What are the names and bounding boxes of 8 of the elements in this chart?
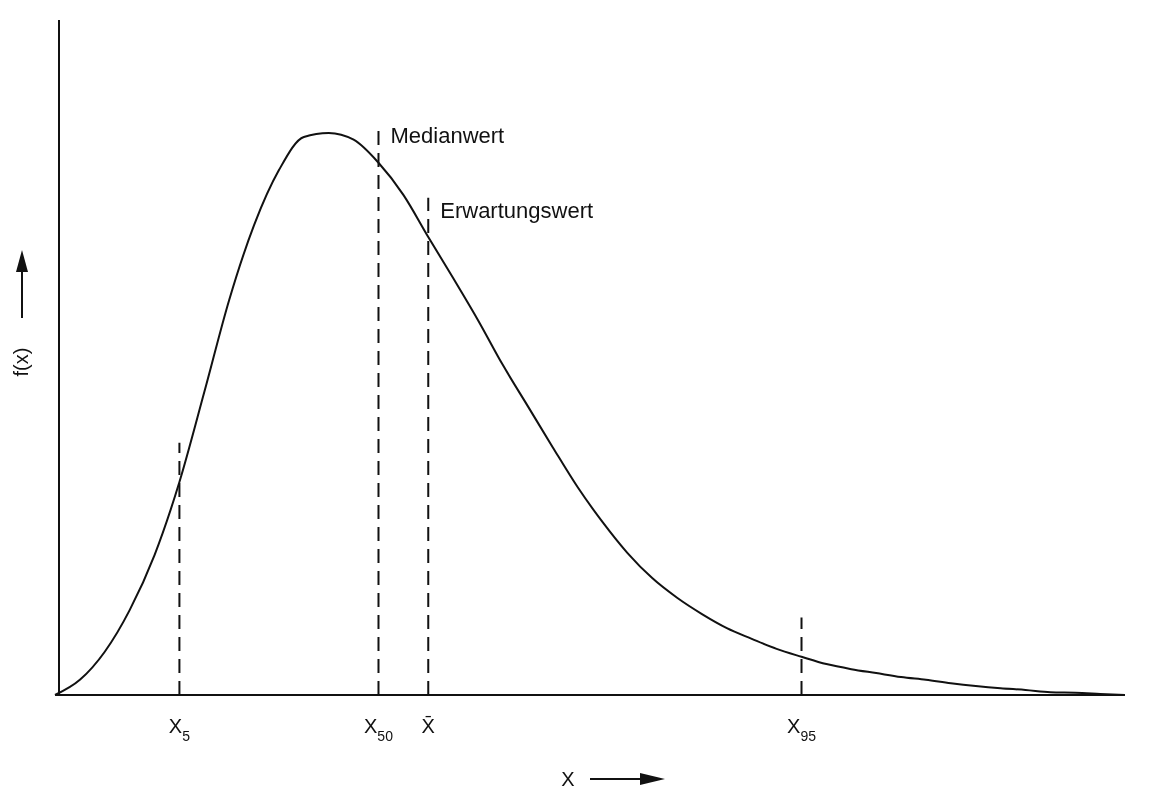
x-tick-label: X$_{5}$ (168, 715, 191, 744)
x-tick-label: X̄ (421, 714, 435, 737)
ref-line-label: Erwartungswert (440, 197, 594, 223)
ref-line-label: Medianwert (390, 123, 505, 149)
x-tick-label: X$_{95}$ (787, 715, 817, 744)
x-axis-title: X (561, 768, 575, 790)
y-axis-title: f(x) (10, 347, 32, 377)
x-tick-label: X$_{50}$ (364, 715, 394, 744)
